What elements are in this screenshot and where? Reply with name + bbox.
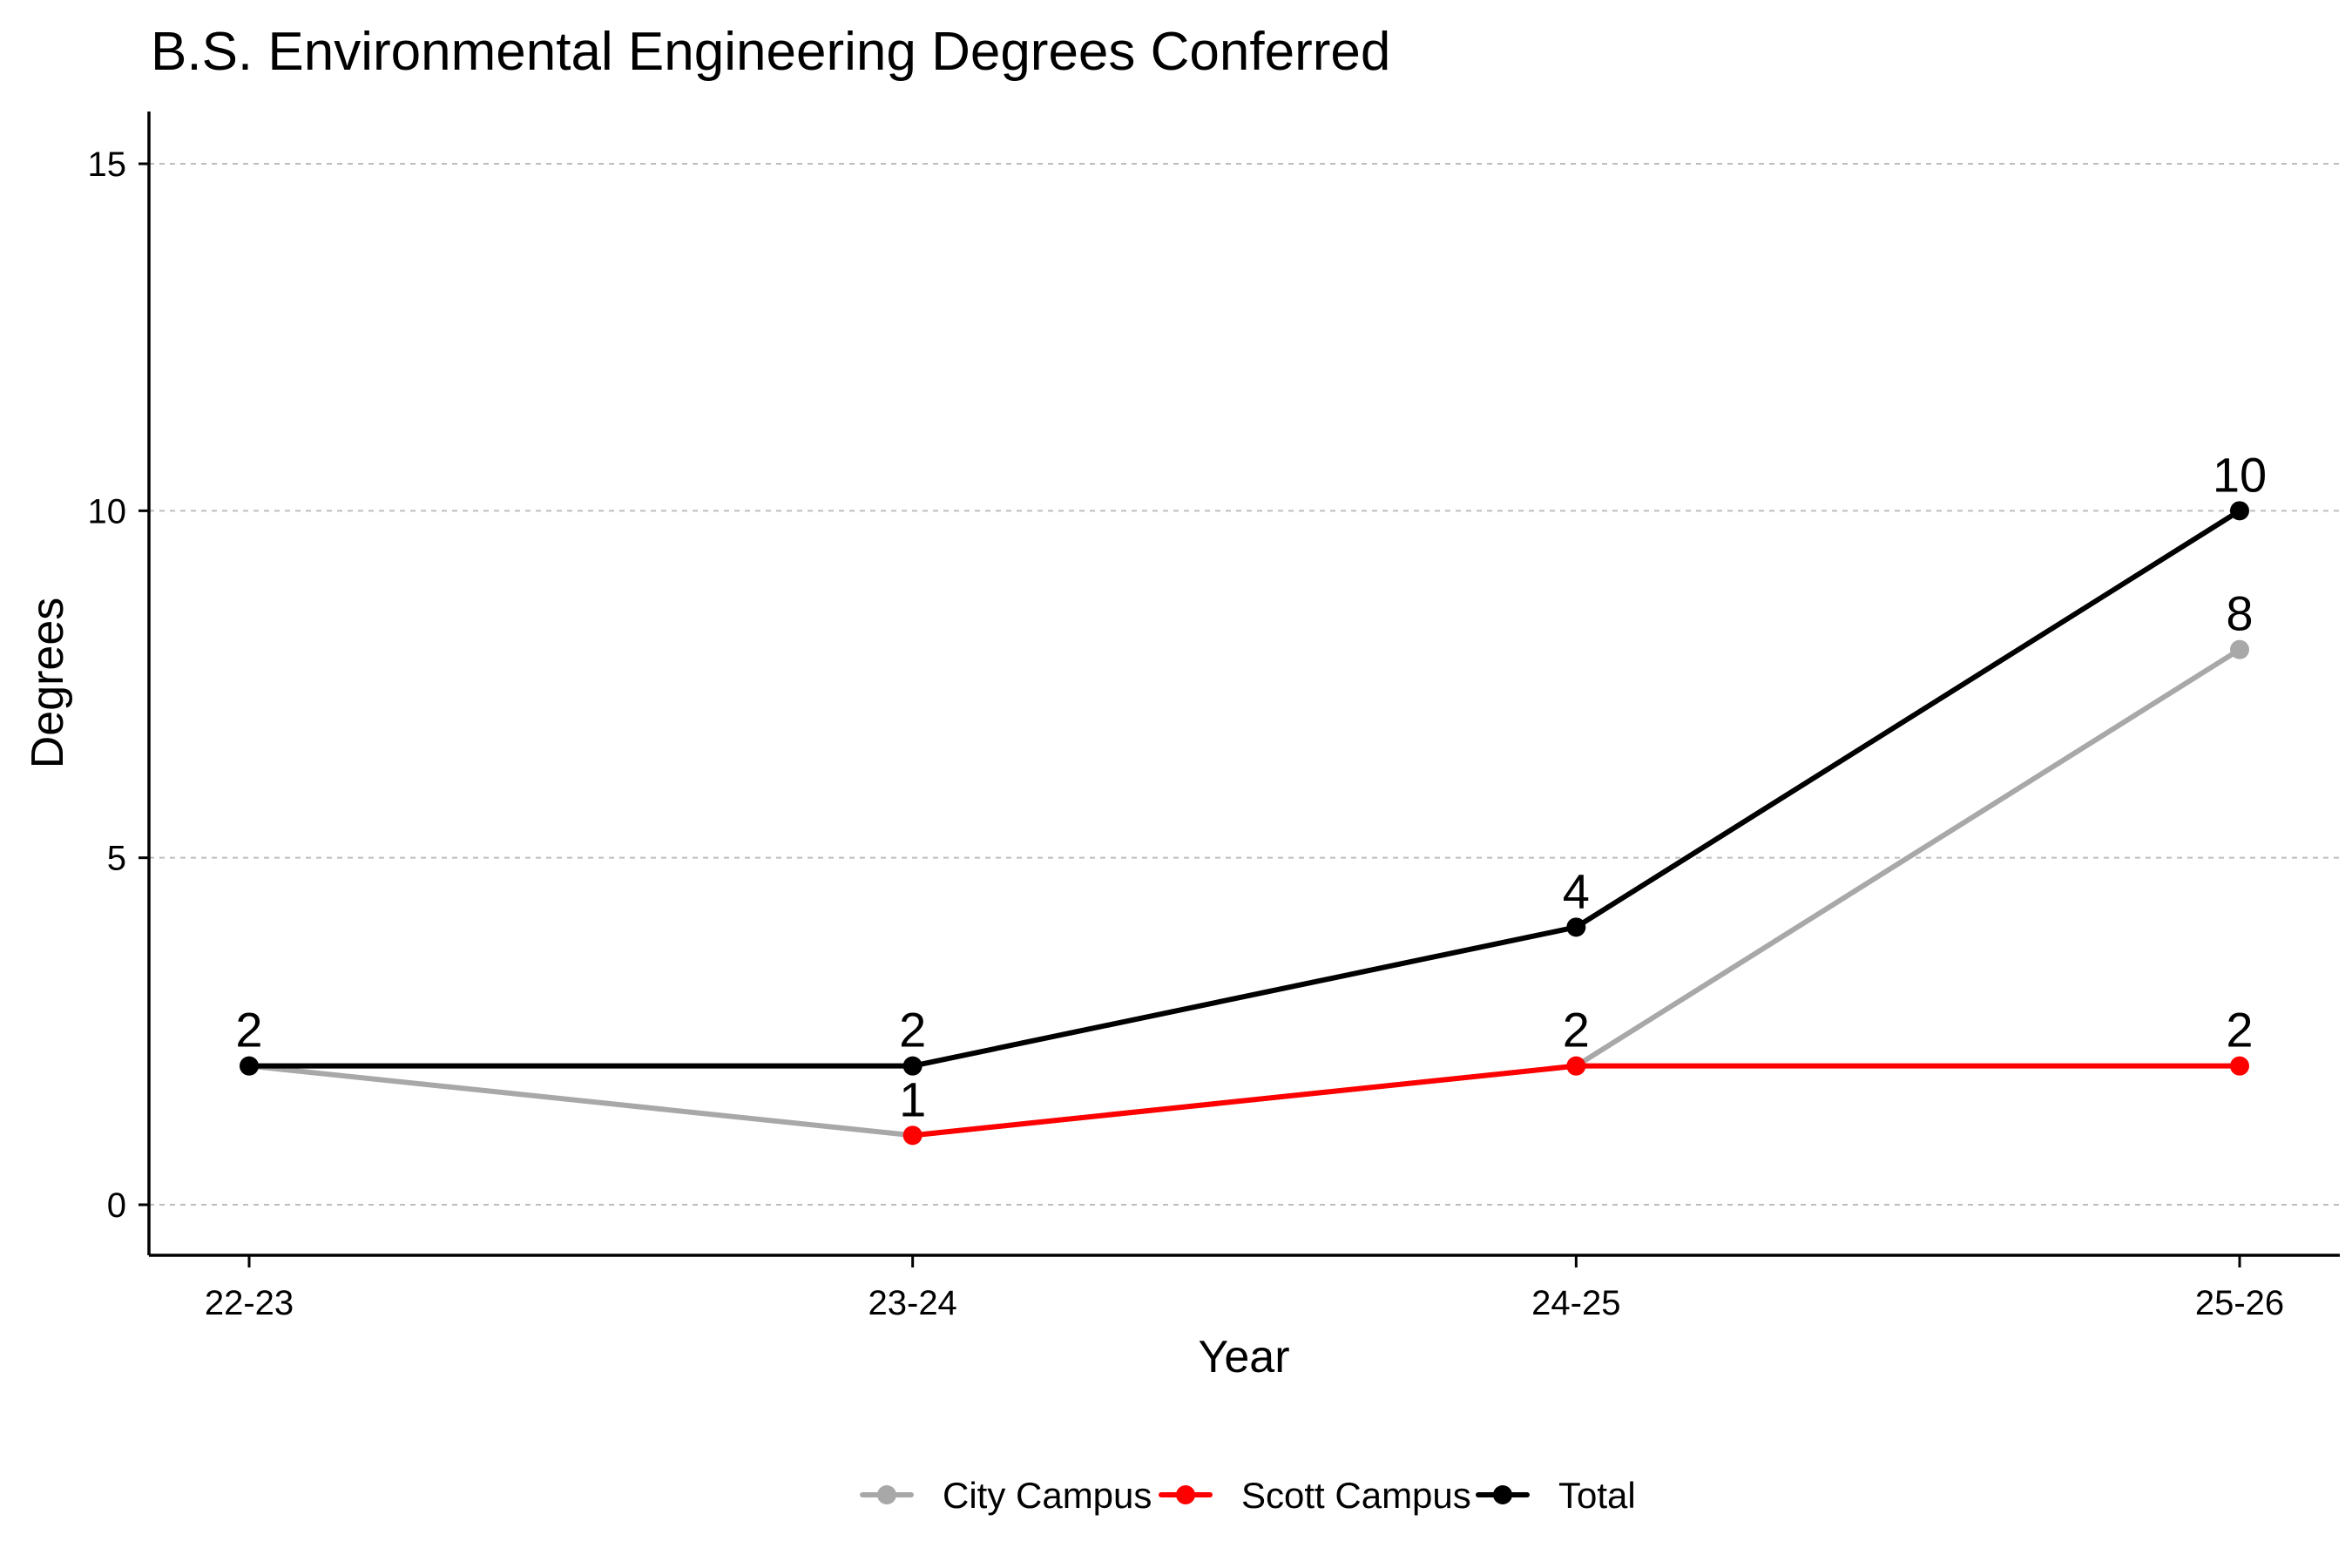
- data-point-total-25-26: [2230, 501, 2249, 521]
- x-tick-label-25-26: 25-26: [2195, 1284, 2284, 1322]
- data-label-total-23-24: 2: [899, 1003, 926, 1058]
- y-tick-label-5: 5: [107, 840, 126, 878]
- data-labels: 8 1 2 2 2 4 10 2: [235, 447, 2267, 1126]
- data-label-total-24-25: 4: [1563, 863, 1590, 918]
- series-line-city-campus: [247, 646, 2242, 1139]
- y-tick-label-15: 15: [88, 145, 127, 184]
- data-label-total-25-26: 10: [2213, 447, 2267, 502]
- x-tick-label-22-23: 22-23: [205, 1284, 294, 1322]
- series-scott-campus: [902, 1056, 2249, 1146]
- y-axis-title: Degrees: [23, 598, 73, 769]
- axes: [147, 112, 2340, 1257]
- legend-item-total: Total: [1476, 1475, 1636, 1516]
- x-axis-title: Year: [1198, 1332, 1289, 1382]
- data-label-scott-campus-23-24: 1: [899, 1071, 926, 1126]
- legend-label-scott-campus: Scott Campus: [1241, 1475, 1471, 1516]
- series-line-total: [247, 508, 2242, 1069]
- series: [240, 501, 2249, 1146]
- data-point-city-campus-25-26: [2230, 639, 2249, 659]
- data-point-total-22-23: [240, 1056, 259, 1076]
- data-point-scott-campus-25-26: [2230, 1056, 2249, 1076]
- data-label-extra-0: 2: [1563, 1003, 1590, 1058]
- x-tick-label-24-25: 24-25: [1531, 1284, 1620, 1322]
- y-tick-label-0: 0: [107, 1186, 126, 1225]
- data-label-total-22-23: 2: [235, 1003, 262, 1058]
- series-total: [240, 501, 2249, 1076]
- data-point-scott-campus-24-25: [1566, 1056, 1586, 1076]
- legend-swatch-point-total: [1493, 1485, 1512, 1504]
- series-city-campus: [240, 639, 2249, 1146]
- legend-item-city-campus: City Campus: [860, 1475, 1152, 1516]
- x-tick-label-23-24: 23-24: [868, 1284, 957, 1322]
- data-point-total-24-25: [1566, 917, 1586, 937]
- legend-label-total: Total: [1558, 1475, 1636, 1516]
- data-label-city-campus-25-26: 8: [2226, 586, 2253, 641]
- data-label-scott-campus-25-26: 2: [2226, 1003, 2253, 1058]
- legend-label-city-campus: City Campus: [943, 1475, 1152, 1516]
- grid-lines: [149, 163, 2340, 1206]
- ticks: 0 5 10 15 22-23 23-24 24-25 25-26: [88, 145, 2285, 1322]
- legend: City Campus Scott Campus Total: [860, 1475, 1636, 1516]
- chart-title: B.S. Environmental Engineering Degrees C…: [151, 22, 1390, 82]
- legend-item-scott-campus: Scott Campus: [1159, 1475, 1471, 1516]
- legend-swatch-point-scott-campus: [1176, 1485, 1195, 1504]
- y-tick-label-10: 10: [88, 492, 127, 531]
- series-line-scott-campus: [909, 1063, 2242, 1139]
- data-point-scott-campus-23-24: [902, 1125, 923, 1146]
- data-point-total-23-24: [902, 1056, 923, 1076]
- legend-swatch-point-city-campus: [877, 1485, 896, 1504]
